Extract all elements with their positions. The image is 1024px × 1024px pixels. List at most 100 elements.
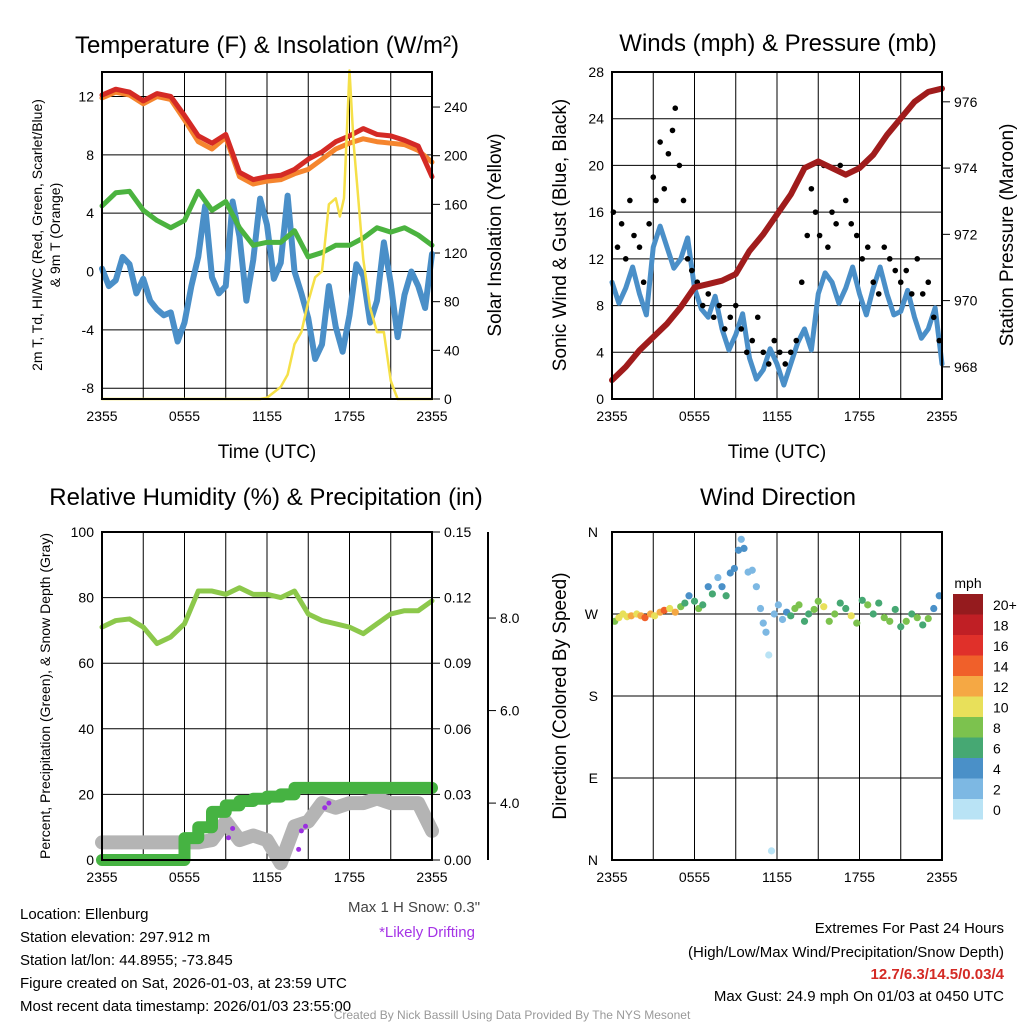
- gust-point: [919, 291, 926, 297]
- temp-9m-line: [99, 89, 435, 187]
- colorbar-swatch: [953, 799, 983, 820]
- x-tick-label: 0555: [679, 869, 710, 885]
- y-tick-label: 8: [596, 298, 604, 314]
- y-tick-label: -4: [82, 322, 95, 338]
- gust-point: [765, 361, 772, 367]
- gust-point: [732, 302, 739, 309]
- x-tick-label: 0555: [169, 408, 200, 424]
- y-tick-label: 80: [78, 590, 94, 606]
- drifting-note: *Likely Drifting: [379, 924, 475, 941]
- gust-point: [710, 314, 717, 321]
- gust-point: [808, 185, 815, 192]
- y2-tick-label: 0.00: [444, 852, 471, 868]
- wind-direction-point: [718, 583, 726, 591]
- x-tick-label: 2355: [926, 869, 957, 885]
- plot-frame: [611, 71, 943, 400]
- colorbar-label: 14: [993, 659, 1009, 675]
- gust-point: [727, 314, 734, 321]
- gust-point: [914, 256, 921, 262]
- y-tick-label: E: [589, 770, 598, 786]
- pressure-line: [609, 85, 945, 384]
- wind-direction-point: [660, 606, 668, 614]
- y-tick-label: S: [589, 688, 598, 704]
- gust-point: [738, 326, 745, 332]
- wind-direction-point: [671, 608, 679, 616]
- wind-direction-point: [666, 604, 674, 613]
- y-tick-label: 20: [78, 786, 94, 802]
- gust-point: [672, 105, 679, 112]
- y-tick-label: 0: [86, 852, 94, 868]
- colorbar-label: 8: [993, 720, 1001, 736]
- x-tick-label: 2355: [86, 869, 117, 885]
- elevation-text: Station elevation: 297.912 m: [20, 929, 211, 946]
- gust-point: [749, 337, 756, 344]
- max-gust-text: Max Gust: 24.9 mph On 01/03 at 0450 UTC: [713, 988, 1004, 1005]
- wind-direction-point: [913, 614, 921, 622]
- x-tick-label: 1755: [844, 869, 875, 885]
- wind-direction-point: [897, 623, 905, 631]
- gust-point: [936, 337, 943, 344]
- colorbar-swatch: [953, 594, 983, 615]
- gust-point: [661, 185, 668, 192]
- y2-tick-label: 200: [444, 148, 468, 164]
- relative-humidity-line: [99, 585, 435, 647]
- dewpoint-line: [99, 188, 435, 260]
- wind-direction-point: [930, 604, 938, 613]
- wind-direction-point: [858, 596, 866, 604]
- colorbar-title: mph: [954, 575, 981, 591]
- y-tick-label: N: [588, 852, 598, 868]
- wdir-chart-title: Wind Direction: [700, 484, 856, 511]
- gust-point: [875, 291, 882, 297]
- gust-point: [640, 279, 647, 286]
- gust-point: [930, 314, 937, 321]
- wind-direction-point: [847, 612, 855, 620]
- rh-chart-title: Relative Humidity (%) & Precipitation (i…: [49, 484, 482, 511]
- wind-direction-point: [800, 617, 809, 625]
- colorbar-label: 0: [993, 802, 1001, 818]
- location-text: Location: Ellenburg: [20, 906, 149, 923]
- y-tick-label: 24: [588, 111, 604, 127]
- gust-point: [859, 256, 866, 262]
- y-tick-label: 12: [78, 89, 94, 105]
- colorbar-swatch: [953, 717, 983, 738]
- wind-chill-line: [99, 192, 435, 363]
- temp-ylabel-line2: & 9m T (Orange): [47, 183, 63, 288]
- gust-point: [684, 256, 691, 262]
- x-tick-label: 2355: [596, 408, 627, 424]
- x-tick-label: 1155: [762, 869, 792, 885]
- gust-point: [657, 139, 663, 145]
- drifting-point: [296, 846, 302, 852]
- gust-point: [669, 127, 676, 134]
- gust-point: [627, 197, 633, 204]
- gust-point: [886, 256, 893, 262]
- rh-ylabel: Percent, Precipitation (Green), & Snow D…: [37, 533, 53, 859]
- gust-point: [771, 337, 778, 344]
- y2-tick-label: 968: [954, 359, 978, 375]
- gust-point: [688, 267, 695, 274]
- colorbar-swatch: [953, 614, 983, 635]
- extremes-title: Extremes For Past 24 Hours: [814, 920, 1004, 937]
- wind-direction-point: [805, 610, 813, 618]
- x-tick-label: 0555: [169, 869, 200, 885]
- wdir-ylabel: Direction (Colored By Speed): [550, 572, 571, 819]
- credit-text: Created By Nick Bassill Using Data Provi…: [333, 1008, 691, 1022]
- wind-direction-point: [681, 599, 689, 607]
- gust-point: [665, 150, 672, 157]
- wind-direction-point: [714, 573, 722, 582]
- snow-depth-line: [95, 791, 439, 871]
- wind-direction-point: [726, 569, 734, 577]
- y2-tick-label: 40: [444, 342, 460, 358]
- wind-direction-point: [734, 546, 743, 554]
- wind-direction-point: [690, 597, 699, 605]
- wind-direction-point: [730, 564, 738, 573]
- wind-direction-point: [767, 847, 776, 855]
- x-tick-label: 0555: [679, 408, 710, 424]
- gust-point: [699, 302, 706, 309]
- y-tick-label: 0: [596, 391, 604, 407]
- y3-tick-label: 6.0: [500, 703, 520, 719]
- x-tick-label: 2355: [926, 408, 957, 424]
- x-tick-label: 1755: [334, 869, 365, 885]
- wind-chart-title: Winds (mph) & Pressure (mb): [619, 30, 936, 57]
- plot-frame: [101, 71, 433, 400]
- wind-direction-point: [814, 597, 822, 605]
